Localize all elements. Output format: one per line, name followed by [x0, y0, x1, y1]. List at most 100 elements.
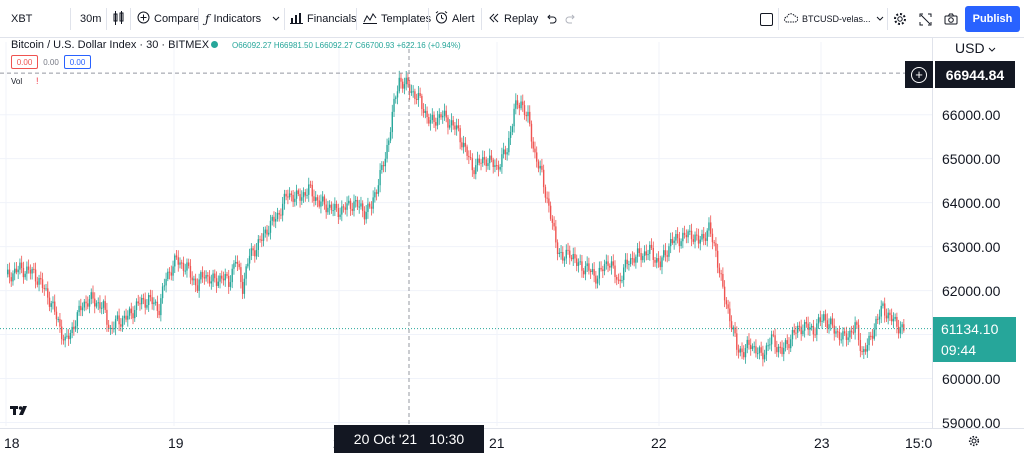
- candle-body: [781, 347, 783, 355]
- candle-body: [889, 312, 891, 316]
- candle-body: [323, 196, 326, 205]
- divider: [356, 8, 357, 30]
- candle-body: [798, 325, 801, 327]
- candle-body: [812, 325, 815, 335]
- redo-button[interactable]: [565, 8, 577, 30]
- candle-body: [638, 248, 641, 253]
- templates-button[interactable]: Templates: [363, 8, 431, 30]
- candle-body: [222, 278, 225, 281]
- candle-body: [899, 327, 902, 334]
- publish-button[interactable]: Publish: [965, 6, 1020, 32]
- tradingview-logo[interactable]: [10, 403, 30, 419]
- candle-body: [833, 325, 835, 334]
- compare-button[interactable]: Compare: [137, 8, 199, 30]
- symbol-legend-title[interactable]: Bitcoin / U.S. Dollar Index · 30 · BITME…: [11, 39, 210, 51]
- candle-body: [676, 233, 679, 239]
- candle-body: [892, 318, 895, 322]
- candle-body: [66, 335, 68, 337]
- price-axis[interactable]: [932, 38, 1024, 428]
- candle-body: [842, 331, 844, 340]
- templates-icon: [363, 12, 377, 27]
- candle-body: [527, 111, 529, 117]
- candlestick-chart[interactable]: [0, 38, 1024, 428]
- candle-body: [311, 184, 313, 197]
- candle-body: [489, 155, 491, 164]
- candle-body: [69, 332, 72, 340]
- candle-body: [281, 203, 284, 216]
- candle-body: [783, 347, 785, 355]
- candle-body: [285, 193, 287, 197]
- candle-body: [238, 263, 240, 268]
- candle-body: [464, 142, 467, 147]
- candle-body: [191, 277, 193, 281]
- divider: [198, 8, 199, 30]
- interval-button[interactable]: 30m: [80, 8, 101, 30]
- candle-body: [795, 332, 797, 334]
- candle-body: [435, 122, 437, 126]
- candle-body: [690, 230, 693, 240]
- candle-body: [797, 325, 799, 333]
- fullscreen-button[interactable]: [919, 8, 932, 30]
- chart-type-button[interactable]: [113, 8, 129, 30]
- time-axis[interactable]: [0, 428, 1024, 465]
- symbol-label: XBT: [11, 13, 33, 25]
- candle-body: [188, 262, 190, 266]
- layout-name-button[interactable]: BTCUSD-velas...: [784, 8, 871, 30]
- candle-body: [287, 196, 289, 198]
- currency-selector[interactable]: USD: [955, 40, 996, 56]
- candle-body: [334, 203, 336, 211]
- snapshot-button[interactable]: [944, 8, 958, 30]
- candle-body: [135, 301, 138, 311]
- candle-body: [219, 275, 221, 282]
- candle-body: [482, 157, 484, 164]
- symbol-search-button[interactable]: XBT: [11, 8, 32, 30]
- candle-body: [114, 319, 117, 329]
- candle-body: [428, 117, 430, 124]
- alert-button[interactable]: Alert: [435, 8, 475, 30]
- candle-body: [610, 261, 613, 268]
- indicators-button[interactable]: ƒ Indicators: [205, 8, 261, 30]
- candle-body: [864, 349, 867, 352]
- volume-legend[interactable]: Vol: [11, 77, 23, 86]
- candle-body: [762, 352, 764, 360]
- add-alert-button[interactable]: +: [905, 61, 933, 88]
- candle-body: [45, 288, 47, 290]
- candle-body: [379, 170, 381, 186]
- candle-body: [330, 204, 333, 211]
- indicators-dropdown[interactable]: [272, 8, 280, 30]
- candle-body: [871, 335, 874, 339]
- candle-body: [111, 327, 113, 329]
- sell-price-box[interactable]: 0.00: [11, 55, 38, 69]
- candle-body: [78, 305, 80, 313]
- candle-body: [544, 187, 547, 198]
- candle-body: [628, 264, 630, 266]
- candle-body: [643, 251, 646, 256]
- candle-body: [127, 315, 129, 320]
- replay-button[interactable]: Replay: [488, 8, 538, 30]
- buy-price-box[interactable]: 0.00: [64, 55, 91, 69]
- layout-icon[interactable]: [760, 13, 773, 26]
- candle-body: [595, 275, 597, 284]
- candle-body: [483, 157, 486, 160]
- candle-body: [201, 272, 204, 278]
- settings-button[interactable]: [893, 8, 907, 30]
- candle-body: [271, 216, 273, 221]
- candle-body: [821, 320, 823, 322]
- layout-dropdown[interactable]: [876, 8, 884, 30]
- time-axis-settings-button[interactable]: [968, 435, 980, 450]
- candle-body: [248, 255, 251, 264]
- candle-body: [442, 115, 444, 118]
- candle-body: [254, 250, 256, 257]
- chart-pane[interactable]: [0, 38, 1024, 428]
- candle-body: [391, 111, 393, 133]
- candle-body: [845, 333, 848, 340]
- candle-body: [774, 335, 776, 348]
- candle-body: [196, 285, 199, 291]
- financials-button[interactable]: Financials: [290, 8, 357, 30]
- candle-body: [417, 93, 420, 100]
- candle-body: [436, 117, 439, 126]
- undo-button[interactable]: [545, 8, 557, 30]
- candle-body: [765, 345, 768, 355]
- candle-body: [753, 346, 755, 348]
- candle-body: [101, 307, 103, 309]
